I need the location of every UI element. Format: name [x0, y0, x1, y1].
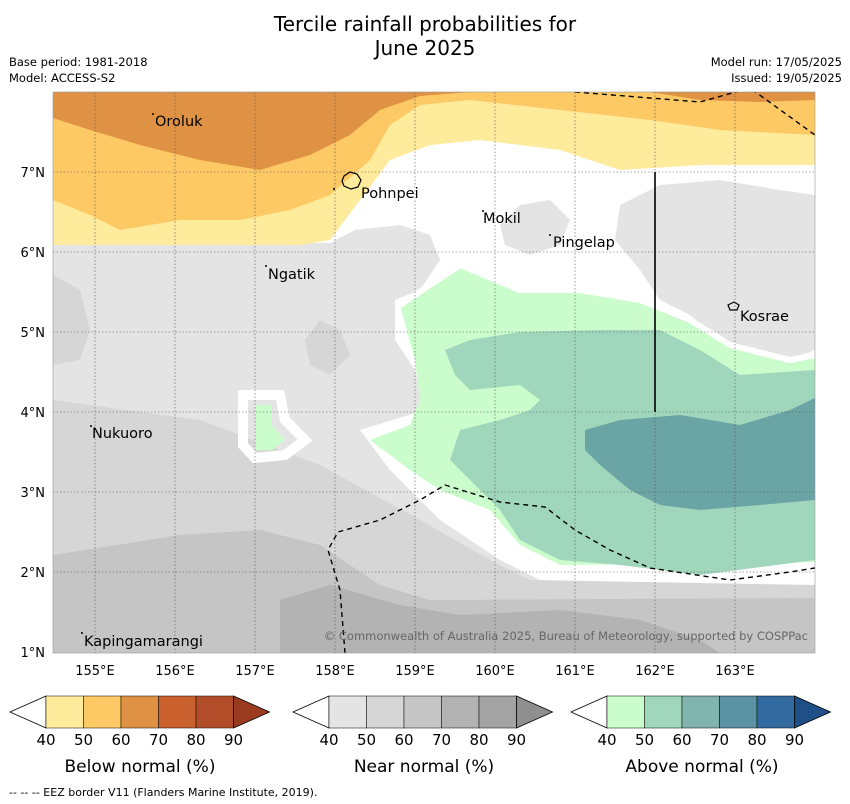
- lon-label: 160°E: [475, 664, 515, 679]
- issued-date: Issued: 19/05/2025: [731, 71, 842, 85]
- place-mokil: Mokil: [483, 211, 521, 227]
- colorbar-tick-label: 60: [111, 731, 130, 749]
- colorbar-segment: [366, 695, 405, 729]
- colorbar-tick-label: 40: [597, 731, 616, 749]
- colorbar-tick-label: 90: [785, 731, 804, 749]
- map-title: Tercile rainfall probabilities for June …: [0, 12, 850, 60]
- title-line-1: Tercile rainfall probabilities for: [273, 12, 577, 36]
- copyright-text: © Commonwealth of Australia 2025, Bureau…: [324, 629, 808, 643]
- colorbar-label-below: Below normal (%): [65, 757, 216, 777]
- colorbar-tick-label: 50: [635, 731, 654, 749]
- lon-label: 156°E: [155, 664, 195, 679]
- colorbar-tick-label: 40: [36, 731, 55, 749]
- lat-label: 5°N: [21, 326, 46, 341]
- colorbar-min-arrow: [9, 695, 47, 729]
- colorbar-segment: [195, 695, 234, 729]
- colorbar-segment: [681, 695, 720, 729]
- kosrae-island: [727, 301, 740, 311]
- lat-label: 6°N: [21, 246, 46, 261]
- colorbar-max-arrow: [516, 695, 554, 729]
- lon-label: 162°E: [635, 664, 675, 679]
- lat-label: 7°N: [21, 166, 46, 181]
- colorbar-label-above: Above normal (%): [625, 757, 778, 777]
- model-name: Model: ACCESS-S2: [9, 71, 116, 85]
- colorbar-segment: [83, 695, 122, 729]
- colorbar-segment: [158, 695, 197, 729]
- colorbar-segment: [719, 695, 758, 729]
- run-info: Model run: 17/05/2025 Issued: 19/05/2025: [711, 54, 842, 86]
- colorbar-tick-label: 90: [507, 731, 526, 749]
- colorbar-segment: [45, 695, 84, 729]
- base-info: Base period: 1981-2018 Model: ACCESS-S2: [9, 54, 148, 86]
- colorbar-above-normal: 40 50 60 70 80 90: [570, 695, 832, 749]
- colorbar-segment: [441, 695, 480, 729]
- colorbar-below-normal: 40 50 60 70 80 90: [9, 695, 271, 749]
- colorbar-max-arrow: [794, 695, 832, 729]
- title-line-2: June 2025: [374, 36, 476, 60]
- lon-label: 155°E: [75, 664, 115, 679]
- colorbar-segment: [403, 695, 442, 729]
- lon-label: 157°E: [235, 664, 275, 679]
- place-oroluk: Oroluk: [155, 114, 203, 130]
- lat-label: 2°N: [21, 566, 46, 581]
- place-pohnpei: Pohnpei: [361, 186, 419, 202]
- colorbar-segment: [644, 695, 683, 729]
- colorbar-tick-label: 40: [319, 731, 338, 749]
- place-kosrae: Kosrae: [740, 309, 789, 325]
- colorbar-min-arrow: [292, 695, 330, 729]
- colorbar-tick-label: 90: [224, 731, 243, 749]
- colorbar-segment: [120, 695, 159, 729]
- colorbar-tick-label: 70: [149, 731, 168, 749]
- lat-label: 1°N: [21, 646, 46, 661]
- pohnpei-island: [341, 171, 362, 190]
- colorbar-tick-label: 70: [710, 731, 729, 749]
- place-pingelap: Pingelap: [553, 235, 615, 251]
- lon-label: 161°E: [555, 664, 595, 679]
- colorbar-tick-label: 80: [469, 731, 488, 749]
- base-period: Base period: 1981-2018: [9, 55, 148, 69]
- map-fields: [53, 92, 815, 653]
- colorbar-tick-label: 60: [394, 731, 413, 749]
- colorbar-tick-label: 80: [186, 731, 205, 749]
- colorbar-tick-label: 80: [747, 731, 766, 749]
- colorbar-near-normal: 40 50 60 70 80 90: [292, 695, 554, 749]
- lon-label: 163°E: [715, 664, 755, 679]
- colorbar-segment: [328, 695, 367, 729]
- place-ngatik: Ngatik: [268, 267, 316, 283]
- island-markers: [81, 113, 551, 634]
- place-kapingamarangi: Kapingamarangi: [84, 634, 203, 650]
- colorbar-max-arrow: [233, 695, 271, 729]
- lat-label: 4°N: [21, 406, 46, 421]
- model-run-date: Model run: 17/05/2025: [710, 55, 842, 69]
- lon-label: 159°E: [395, 664, 435, 679]
- colorbar-tick-label: 50: [357, 731, 376, 749]
- place-nukuoro: Nukuoro: [92, 426, 153, 442]
- map-frame: [52, 91, 816, 654]
- colorbar-tick-label: 60: [672, 731, 691, 749]
- colorbar-min-arrow: [570, 695, 608, 729]
- colorbar-tick-label: 50: [74, 731, 93, 749]
- colorbar-segment: [756, 695, 795, 729]
- colorbar-segment: [606, 695, 645, 729]
- eez-footnote: -- -- -- EEZ border V11 (Flanders Marine…: [9, 786, 318, 799]
- lat-label: 3°N: [21, 486, 46, 501]
- colorbar-tick-label: 70: [432, 731, 451, 749]
- colorbar-label-near: Near normal (%): [354, 757, 494, 777]
- lon-label: 158°E: [315, 664, 355, 679]
- eez-border: [327, 92, 815, 653]
- colorbar-segment: [478, 695, 517, 729]
